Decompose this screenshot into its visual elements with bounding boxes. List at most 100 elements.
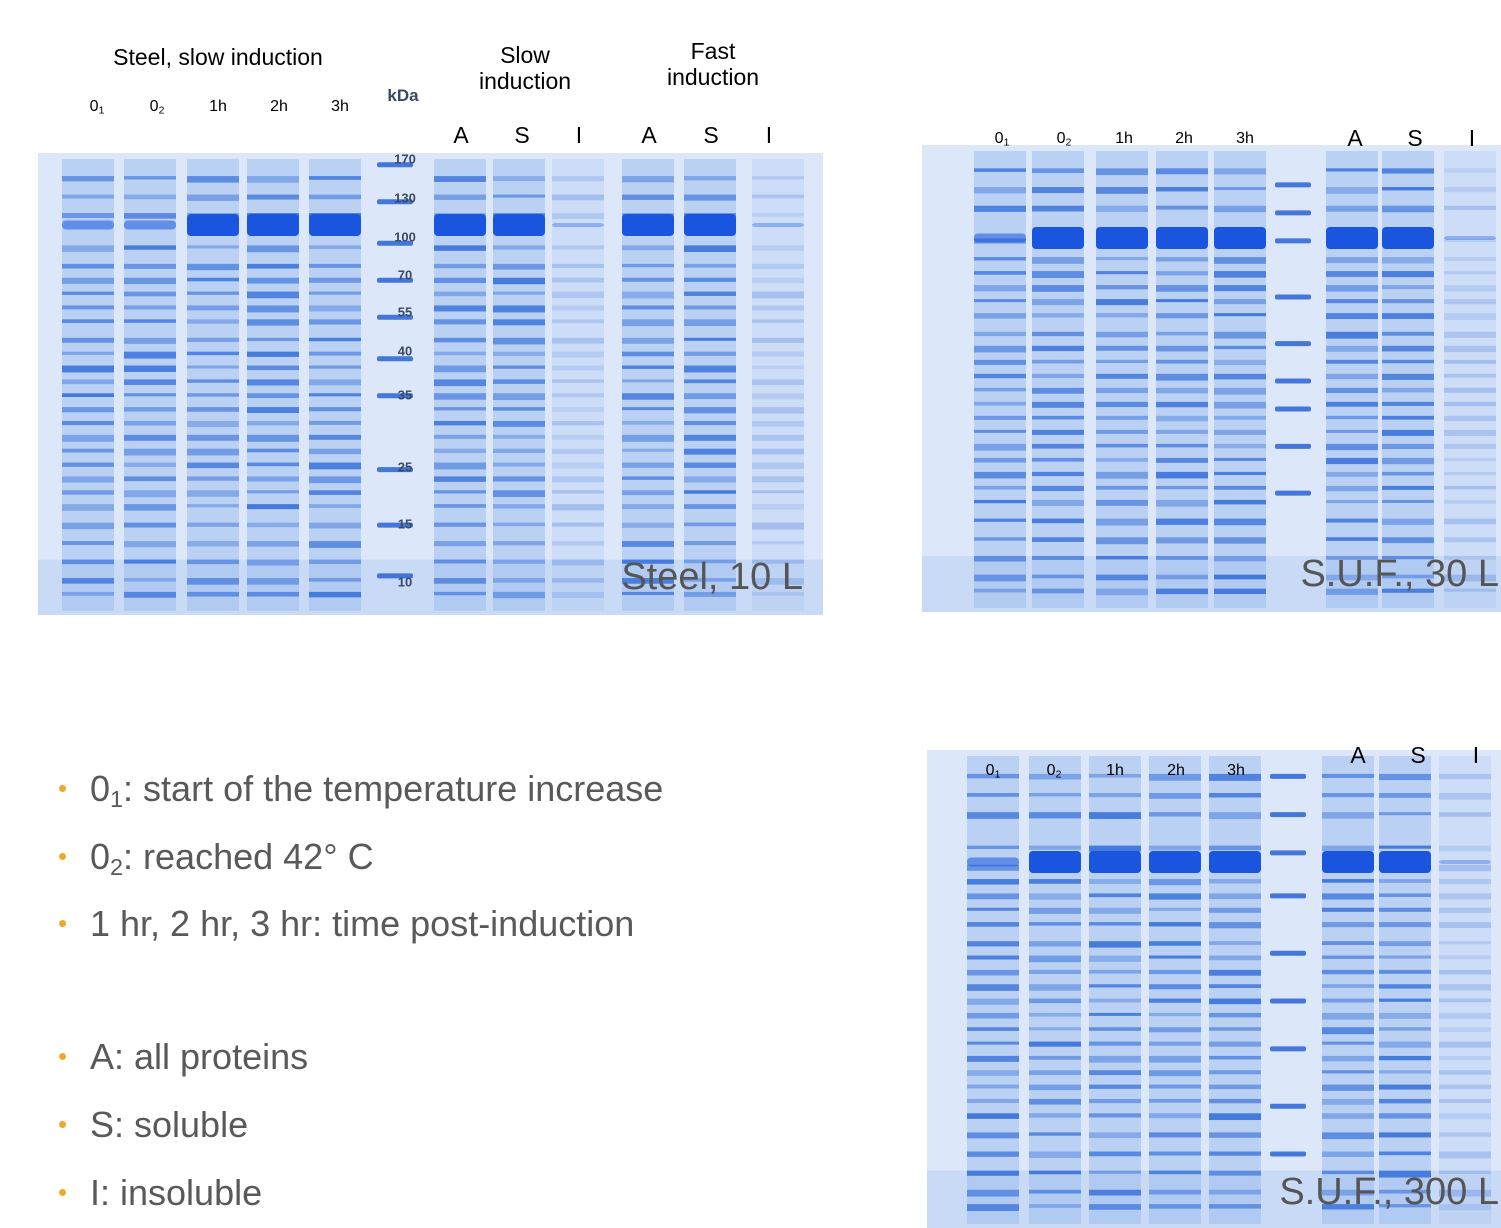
band bbox=[1382, 402, 1434, 406]
band bbox=[1149, 1113, 1201, 1118]
band bbox=[1326, 458, 1378, 464]
band bbox=[247, 560, 299, 566]
band bbox=[493, 366, 545, 369]
band bbox=[434, 195, 486, 200]
band bbox=[684, 264, 736, 268]
band bbox=[124, 421, 176, 426]
marker-band bbox=[1270, 1104, 1306, 1109]
lane bbox=[1439, 756, 1491, 1224]
band bbox=[752, 366, 804, 369]
band bbox=[1326, 257, 1378, 263]
band bbox=[1214, 360, 1266, 365]
band bbox=[62, 366, 114, 373]
band bbox=[752, 264, 804, 269]
band bbox=[622, 435, 674, 442]
label-text: A bbox=[641, 122, 656, 148]
marker-band bbox=[1270, 893, 1306, 898]
band bbox=[1156, 402, 1208, 407]
band bbox=[1029, 1132, 1081, 1135]
lane-label: 01 bbox=[986, 762, 1001, 780]
band bbox=[974, 313, 1026, 318]
band bbox=[187, 292, 239, 295]
band bbox=[62, 476, 114, 482]
band bbox=[1382, 360, 1434, 363]
band bbox=[247, 490, 299, 493]
band bbox=[684, 476, 736, 482]
band bbox=[1156, 575, 1208, 580]
band bbox=[124, 338, 176, 344]
band bbox=[247, 338, 299, 341]
band bbox=[1322, 1132, 1374, 1139]
lane-label: S bbox=[1410, 742, 1425, 768]
band bbox=[62, 352, 114, 355]
band bbox=[187, 592, 239, 597]
band bbox=[752, 213, 804, 217]
label-text: A bbox=[1350, 742, 1365, 768]
band bbox=[1322, 956, 1374, 959]
band bbox=[1209, 999, 1261, 1005]
band bbox=[1156, 458, 1208, 463]
marker-unit: kDa bbox=[387, 86, 418, 106]
lane bbox=[1156, 151, 1208, 608]
band bbox=[493, 292, 545, 295]
lane-label: 2h bbox=[1175, 130, 1193, 148]
band bbox=[1322, 1152, 1374, 1157]
lane bbox=[684, 159, 736, 611]
band bbox=[1439, 774, 1491, 779]
band bbox=[967, 1027, 1019, 1031]
band bbox=[752, 278, 804, 283]
band bbox=[309, 319, 361, 324]
marker-band bbox=[1270, 850, 1306, 855]
band bbox=[552, 393, 604, 397]
band bbox=[187, 560, 239, 565]
band bbox=[1209, 879, 1261, 883]
band bbox=[1439, 1013, 1491, 1019]
band bbox=[552, 592, 604, 598]
band bbox=[967, 879, 1019, 884]
band bbox=[622, 523, 674, 528]
band bbox=[62, 195, 114, 199]
main-band bbox=[434, 214, 486, 236]
label-text: A bbox=[1347, 125, 1362, 151]
band bbox=[552, 504, 604, 510]
main-band bbox=[247, 214, 299, 236]
band bbox=[1214, 537, 1266, 543]
band bbox=[309, 504, 361, 508]
legend-item: •A: all proteins bbox=[58, 1036, 308, 1078]
band bbox=[309, 366, 361, 369]
lane bbox=[187, 159, 239, 611]
band bbox=[684, 490, 736, 493]
band bbox=[1444, 206, 1496, 210]
label-text: 0 bbox=[90, 836, 110, 877]
band bbox=[1379, 941, 1431, 946]
band bbox=[434, 463, 486, 470]
band bbox=[1029, 1099, 1081, 1105]
band bbox=[1439, 879, 1491, 884]
lane bbox=[1029, 756, 1081, 1224]
main-band bbox=[493, 214, 545, 236]
band bbox=[1322, 1027, 1374, 1034]
band bbox=[622, 379, 674, 382]
band bbox=[1149, 1085, 1201, 1089]
band bbox=[752, 504, 804, 510]
band bbox=[1444, 486, 1496, 490]
band bbox=[1096, 430, 1148, 434]
band bbox=[1209, 1085, 1261, 1090]
band bbox=[62, 176, 114, 181]
band bbox=[1379, 1099, 1431, 1103]
band bbox=[552, 213, 604, 219]
band bbox=[684, 504, 736, 509]
band bbox=[552, 352, 604, 358]
band bbox=[309, 338, 361, 341]
band bbox=[1032, 374, 1084, 378]
band bbox=[1032, 187, 1084, 193]
band bbox=[1032, 575, 1084, 579]
band bbox=[552, 264, 604, 268]
band bbox=[1322, 970, 1374, 974]
band bbox=[752, 245, 804, 250]
marker-band bbox=[1275, 341, 1311, 346]
band bbox=[1029, 922, 1081, 926]
bullet: • bbox=[58, 1041, 90, 1072]
band bbox=[1032, 257, 1084, 264]
band bbox=[967, 1152, 1019, 1157]
